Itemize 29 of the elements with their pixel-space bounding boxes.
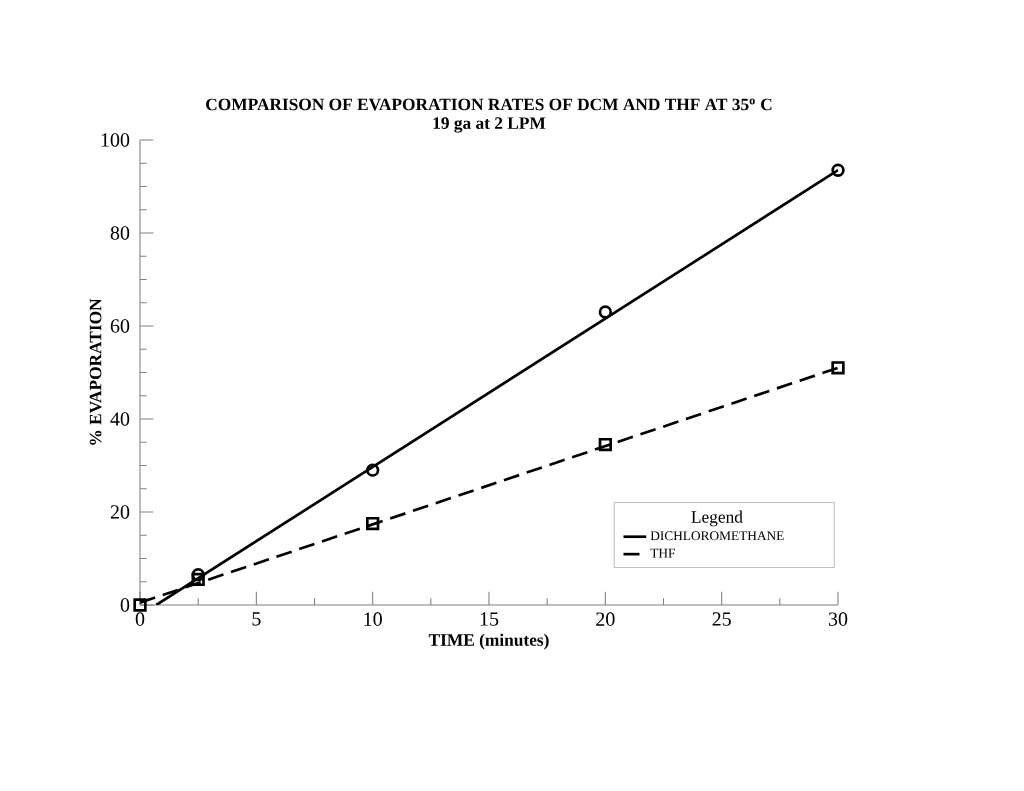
point xyxy=(191,568,205,582)
x-tick-label: 25 xyxy=(712,612,731,626)
x-tick-label: 15 xyxy=(480,612,499,626)
y-tick-label: 80 xyxy=(110,226,130,240)
point xyxy=(366,516,380,531)
legend-label: DICHLOROMETHANE xyxy=(650,531,784,541)
y-tick-label: 40 xyxy=(110,412,130,426)
x-tick-label: 0 xyxy=(135,612,145,626)
point xyxy=(191,572,205,587)
x-tick-label: 10 xyxy=(364,612,382,626)
legend-label: THF xyxy=(650,548,675,558)
y-axis-title: % EVAPORATION xyxy=(89,298,102,445)
point xyxy=(366,463,380,477)
chart-subtitle: 19 ga at 2 LPM xyxy=(433,117,546,133)
point xyxy=(598,437,613,452)
point xyxy=(831,163,845,177)
point xyxy=(831,361,845,375)
y-tick-label: 20 xyxy=(110,505,130,519)
x-tick-label: 5 xyxy=(252,612,261,626)
chart-title: COMPARISON OF EVAPORATION RATES OF DCM AND THF AT 35$^{o}$ C xyxy=(206,98,772,111)
x-tick-label: 30 xyxy=(828,612,848,626)
y-tick-label: 0 xyxy=(120,598,130,612)
x-axis-title: TIME (minutes) xyxy=(428,633,549,650)
x-tick-label: 20 xyxy=(596,612,615,626)
legend-title: Legend xyxy=(691,510,743,527)
point xyxy=(133,598,147,612)
point xyxy=(598,305,613,319)
y-tick-label: 100 xyxy=(101,133,130,147)
y-tick-label: 60 xyxy=(110,319,130,333)
